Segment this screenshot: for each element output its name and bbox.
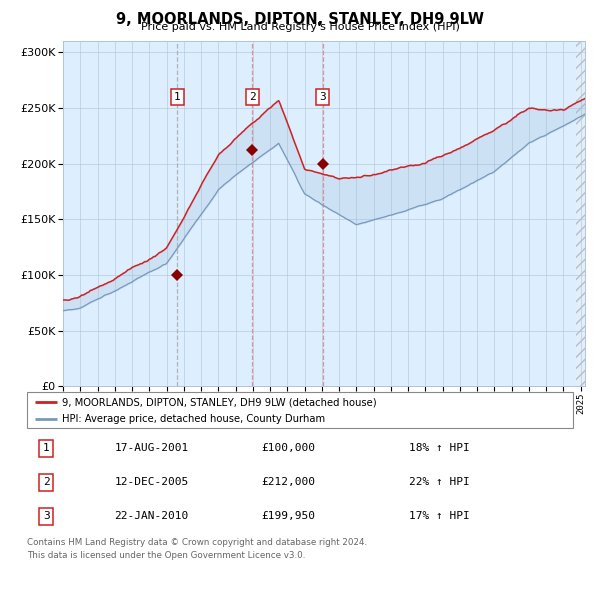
Text: £100,000: £100,000: [262, 443, 316, 453]
Text: 22% ↑ HPI: 22% ↑ HPI: [409, 477, 470, 487]
Text: 2: 2: [249, 92, 256, 102]
Text: £199,950: £199,950: [262, 512, 316, 522]
Text: 3: 3: [43, 512, 49, 522]
Text: Contains HM Land Registry data © Crown copyright and database right 2024.: Contains HM Land Registry data © Crown c…: [27, 538, 367, 547]
Text: 1: 1: [174, 92, 181, 102]
Text: 12-DEC-2005: 12-DEC-2005: [115, 477, 188, 487]
Text: 17% ↑ HPI: 17% ↑ HPI: [409, 512, 470, 522]
Text: 2: 2: [43, 477, 49, 487]
Text: HPI: Average price, detached house, County Durham: HPI: Average price, detached house, Coun…: [62, 414, 326, 424]
Text: 3: 3: [319, 92, 326, 102]
Text: Price paid vs. HM Land Registry's House Price Index (HPI): Price paid vs. HM Land Registry's House …: [140, 22, 460, 32]
Text: 18% ↑ HPI: 18% ↑ HPI: [409, 443, 470, 453]
Text: 17-AUG-2001: 17-AUG-2001: [115, 443, 188, 453]
Text: 9, MOORLANDS, DIPTON, STANLEY, DH9 9LW: 9, MOORLANDS, DIPTON, STANLEY, DH9 9LW: [116, 12, 484, 27]
Text: 22-JAN-2010: 22-JAN-2010: [115, 512, 188, 522]
Text: This data is licensed under the Open Government Licence v3.0.: This data is licensed under the Open Gov…: [27, 551, 305, 560]
FancyBboxPatch shape: [27, 392, 573, 428]
Text: £212,000: £212,000: [262, 477, 316, 487]
Text: 9, MOORLANDS, DIPTON, STANLEY, DH9 9LW (detached house): 9, MOORLANDS, DIPTON, STANLEY, DH9 9LW (…: [62, 397, 377, 407]
Text: 1: 1: [43, 443, 49, 453]
